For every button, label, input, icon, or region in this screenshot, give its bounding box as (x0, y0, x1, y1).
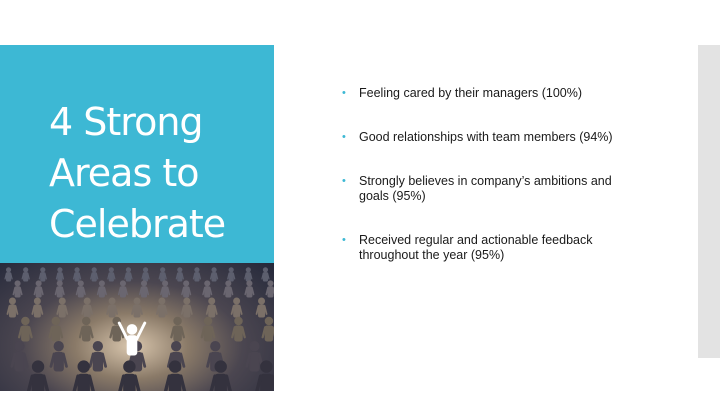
person-figure (205, 297, 218, 318)
highlighted-person-figure (117, 321, 147, 356)
person-figure (158, 267, 167, 282)
person-figure (78, 316, 94, 342)
person-figure (261, 267, 270, 282)
person-figure (244, 280, 255, 298)
person-figure (88, 341, 108, 372)
person-figure (180, 297, 193, 318)
person-figure (26, 360, 50, 391)
person-figure (230, 297, 243, 318)
bullet-item: Feeling cared by their managers (100%) (340, 86, 640, 101)
person-figure (17, 316, 33, 342)
person-figure (209, 267, 219, 282)
person-figure (209, 360, 232, 391)
person-figure (12, 280, 23, 298)
person-figure (38, 267, 47, 282)
person-figure (31, 297, 44, 318)
person-figure (118, 360, 141, 391)
person-figure (48, 316, 64, 342)
person-figure (107, 267, 116, 282)
bullet-item: Received regular and actionable feedback… (340, 233, 640, 263)
person-figure (192, 267, 202, 282)
title-panel: 4 Strong Areas to Celebrate (0, 45, 274, 263)
person-figure (106, 297, 118, 318)
person-figure (124, 267, 133, 282)
person-figure (255, 297, 268, 318)
person-figure (54, 280, 65, 298)
person-figure (245, 341, 264, 372)
person-figure (255, 360, 274, 391)
person-figure (10, 341, 29, 372)
person-figure (181, 280, 192, 298)
person-figure (90, 267, 99, 282)
person-figure (131, 297, 143, 318)
title-line: 4 Strong (49, 100, 204, 144)
person-figure (56, 297, 69, 318)
person-figure (81, 297, 94, 318)
person-figure (72, 267, 82, 282)
person-figure (200, 316, 216, 342)
person-figure (175, 267, 184, 282)
person-figure (72, 360, 95, 391)
bullet-list: Feeling cared by their managers (100%) G… (340, 86, 640, 292)
person-figure (109, 316, 125, 342)
person-figure (141, 267, 150, 282)
person-figure (6, 297, 19, 318)
person-figure (223, 280, 234, 298)
person-figure (21, 267, 30, 282)
title-line: Celebrate (49, 202, 226, 246)
person-figure (202, 280, 213, 298)
person-figure (227, 267, 236, 282)
person-figure (261, 316, 274, 342)
person-figure (156, 297, 168, 318)
person-figure (4, 267, 13, 282)
person-figure (231, 316, 246, 342)
person-figure (75, 280, 86, 298)
person-figure (49, 341, 68, 372)
person-figure (117, 280, 128, 298)
title-line: Areas to (49, 151, 199, 195)
person-figure (170, 316, 185, 342)
person-figure (265, 280, 274, 298)
person-figure (139, 280, 150, 298)
bullet-item: Strongly believes in company’s ambitions… (340, 174, 640, 204)
bullet-item: Good relationships with team members (94… (340, 130, 640, 145)
slide-title: 4 Strong Areas to Celebrate (49, 97, 226, 250)
person-figure (96, 280, 107, 298)
person-figure (55, 267, 65, 282)
person-figure (160, 280, 171, 298)
person-figure (163, 360, 187, 391)
person-figure (33, 280, 44, 298)
crowd-illustration (4, 267, 274, 391)
person-figure (244, 267, 253, 282)
side-strip (698, 45, 720, 358)
crowd-image (0, 263, 274, 391)
